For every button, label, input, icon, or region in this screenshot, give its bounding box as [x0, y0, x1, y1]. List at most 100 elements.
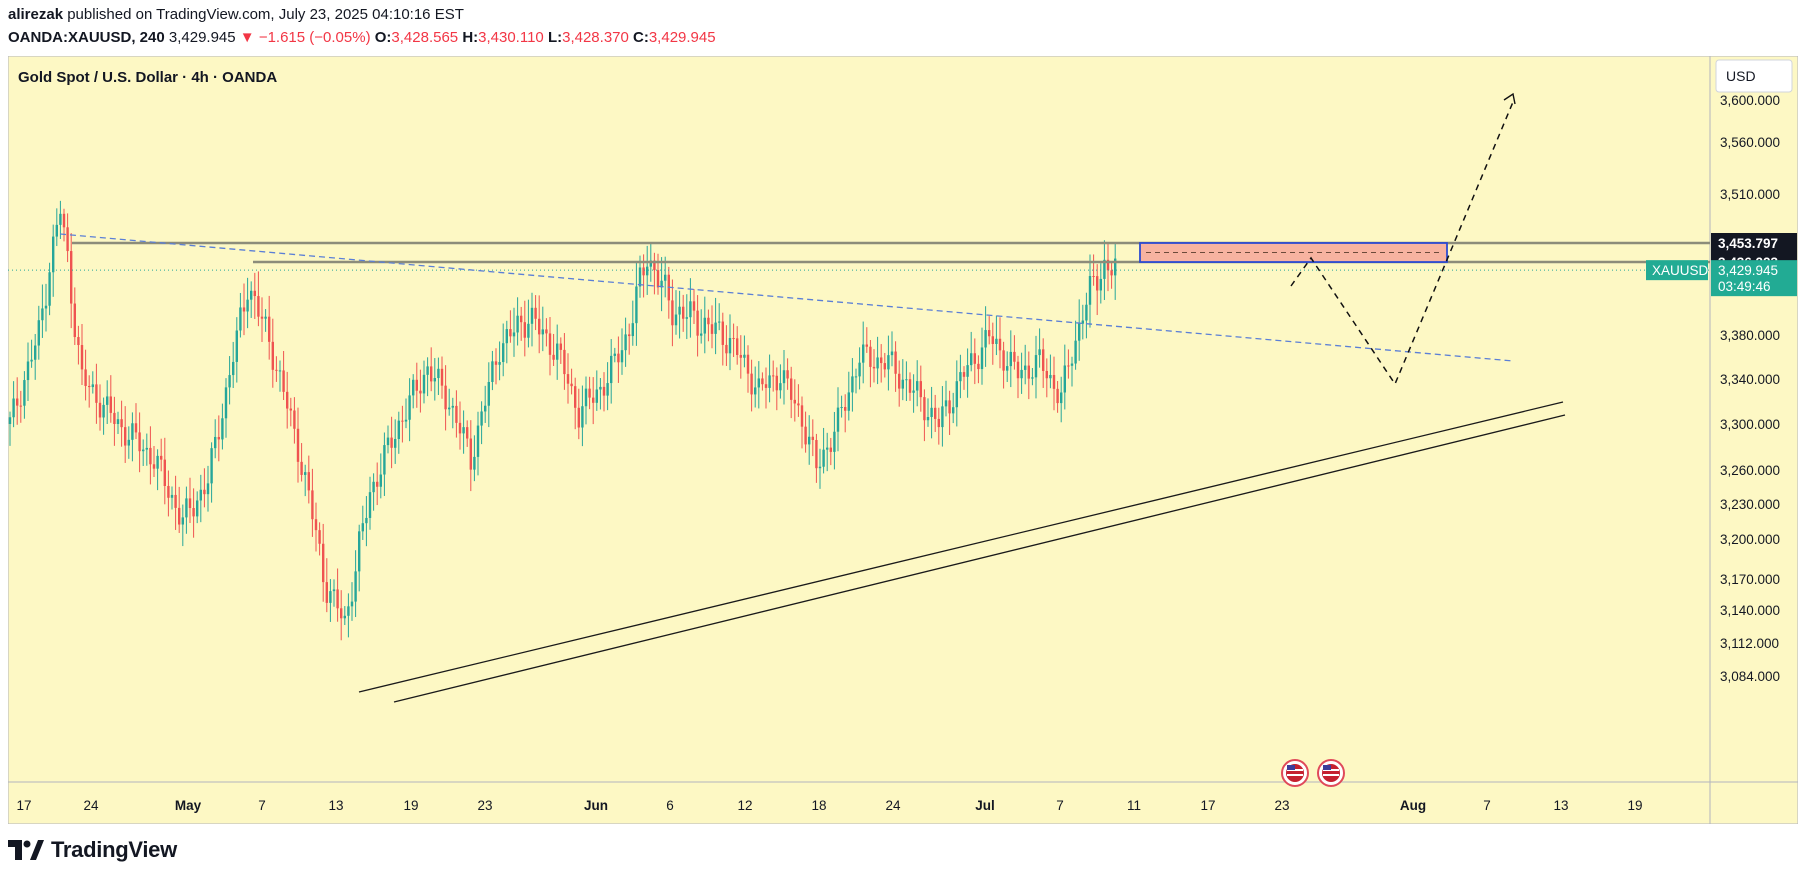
candle-body [30, 359, 33, 362]
candle-body [718, 321, 721, 323]
candle-body [930, 407, 933, 417]
candle-body [386, 437, 390, 446]
candle-body [239, 307, 242, 331]
ohlc-line: OANDA:XAUUSD, 240 3,429.945 ▼ −1.615 (−0… [8, 29, 716, 46]
candle-body [610, 355, 613, 384]
candle-body [775, 375, 778, 391]
candle-body [473, 456, 476, 470]
price-axis[interactable] [1709, 56, 1798, 824]
candle-body [811, 436, 814, 440]
candle-body [653, 260, 656, 271]
candle-body [552, 354, 555, 360]
candle-body [782, 370, 786, 384]
candle-body [66, 227, 69, 252]
candle-body [80, 345, 84, 370]
x-tick-label: 19 [403, 798, 418, 813]
symbol-label: OANDA:XAUUSD, 240 [8, 29, 165, 46]
candle-body [556, 343, 559, 360]
candle-body [692, 301, 696, 311]
y-tick-label: 3,170.000 [1720, 572, 1780, 587]
candle-body [311, 490, 314, 520]
x-tick-label: 19 [1627, 798, 1642, 813]
candle-body [304, 472, 307, 475]
candle-body [116, 419, 120, 424]
high-label: H: [462, 29, 479, 46]
candle-body [577, 407, 580, 428]
price-tags: 3,453.7973,436.223XAUUSD3,429.94503:49:4… [1646, 233, 1797, 297]
candles-layer [8, 200, 1117, 641]
candle-body [217, 436, 220, 440]
candle-body [638, 267, 642, 287]
candle-body [984, 330, 987, 348]
candle-body [91, 384, 94, 388]
candle-body [833, 431, 836, 452]
candle-body [415, 379, 418, 391]
candle-body [664, 274, 667, 281]
candle-body [743, 354, 746, 358]
author-name[interactable]: alirezak [8, 6, 64, 23]
candle-body [750, 373, 753, 395]
x-tick-label: 7 [1056, 798, 1064, 813]
candle-body [530, 307, 534, 324]
candle-body [1016, 361, 1020, 379]
y-tick-label: 3,200.000 [1720, 532, 1780, 547]
us-flag-event-icon[interactable] [1281, 759, 1309, 787]
candle-body [624, 334, 627, 351]
candle-body [707, 317, 710, 325]
candle-body [599, 386, 602, 390]
candle-body [916, 381, 919, 391]
candle-body [383, 445, 386, 475]
candle-body [203, 489, 206, 495]
candle-body [1056, 388, 1059, 404]
candle-body [1060, 392, 1063, 404]
candle-body [1052, 374, 1056, 389]
candle-body [991, 336, 994, 344]
candle-body [329, 591, 332, 603]
candle-body [257, 296, 260, 317]
candle-body [242, 307, 246, 312]
us-flag-event-icon[interactable] [1317, 759, 1345, 787]
candle-body [466, 427, 469, 439]
candle-body [1099, 278, 1102, 291]
candle-body [602, 386, 606, 396]
candle-body [505, 329, 508, 344]
y-tick-labels: 3,600.000 3,560.000 3,510.000 3,380.000 3,34… [1720, 93, 1780, 684]
projection-arrowhead [1503, 92, 1516, 105]
candle-body [228, 375, 231, 388]
candle-body [739, 354, 742, 358]
y-tick-label: 3,380.000 [1720, 328, 1780, 343]
tradingview-logo[interactable]: TradingView [8, 836, 177, 864]
candle-body [318, 530, 321, 544]
currency-button[interactable]: USD [1715, 59, 1793, 93]
candle-body [534, 307, 537, 319]
candle-body [880, 357, 883, 364]
candle-body [152, 464, 156, 469]
candle-body [55, 224, 58, 237]
candle-body [52, 236, 55, 273]
candle-body [570, 383, 573, 387]
candle-body [793, 399, 796, 404]
candle-body [48, 272, 51, 306]
candle-body [181, 517, 184, 525]
candle-body [1020, 369, 1023, 379]
chart-frame[interactable]: 3,600.000 3,560.000 3,510.000 3,380.000 3,34… [8, 56, 1798, 824]
candle-body [379, 474, 382, 487]
candle-body [451, 405, 454, 408]
candle-body [908, 379, 912, 393]
candle-body [898, 373, 901, 389]
candle-body [131, 423, 134, 440]
candle-body [293, 410, 296, 429]
candle-body [671, 300, 674, 326]
candle-body [854, 376, 858, 378]
x-tick-label: May [175, 798, 202, 813]
candle-body [606, 383, 609, 396]
candle-body [995, 338, 998, 344]
candle-body [192, 508, 195, 517]
candle-body [275, 369, 278, 371]
x-tick-label: Jul [975, 798, 995, 813]
candle-body [19, 405, 22, 407]
y-tick-label: 3,230.000 [1720, 497, 1780, 512]
candle-body [764, 384, 768, 388]
x-tick-label: 6 [666, 798, 674, 813]
candle-body [95, 384, 98, 403]
